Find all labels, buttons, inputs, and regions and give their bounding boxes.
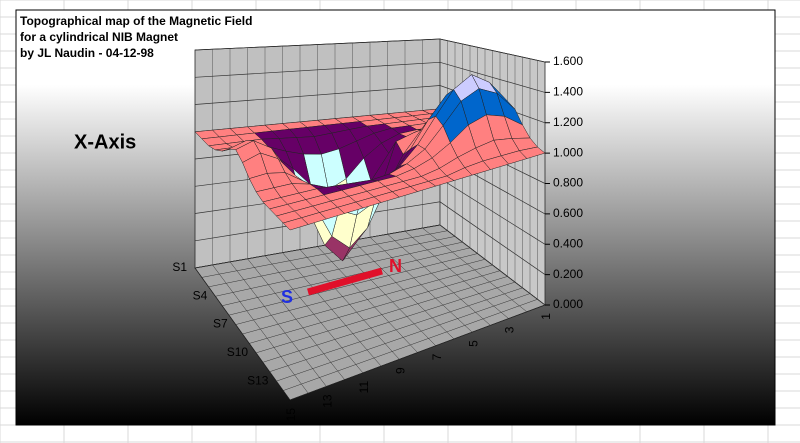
- column-label: 9: [393, 367, 407, 374]
- z-tick-label: 1.400: [553, 85, 583, 99]
- row-label: S10: [227, 345, 249, 359]
- z-tick-label: 0.800: [553, 176, 583, 190]
- row-label: S13: [247, 373, 269, 387]
- annotation: N: [389, 256, 402, 276]
- surface-patch: [282, 217, 309, 231]
- grid-line: [194, 224, 546, 306]
- annotation: S: [281, 287, 293, 307]
- floor-grid: [283, 299, 538, 391]
- floor-grid: [222, 247, 471, 306]
- row-label: S4: [193, 288, 208, 302]
- floor-grid: [215, 241, 463, 297]
- column-label: 5: [466, 340, 480, 347]
- chart-title: for a cylindrical NIB Magnet: [20, 30, 178, 44]
- z-tick-label: 0.000: [553, 297, 583, 311]
- column-label: 11: [357, 381, 371, 394]
- floor-grid: [242, 264, 493, 335]
- column-label: 3: [503, 326, 517, 333]
- row-label: S1: [172, 260, 187, 274]
- z-tick-label: 1.000: [553, 145, 583, 159]
- column-label: 13: [321, 394, 335, 408]
- grid-line: [194, 201, 546, 275]
- floor-grid: [289, 304, 546, 401]
- z-tick-label: 1.600: [553, 54, 583, 68]
- row-label: S7: [213, 317, 228, 331]
- floor-grid: [262, 281, 516, 363]
- column-label: 1: [539, 313, 553, 320]
- floor-grid: [201, 230, 448, 278]
- magnet-arrow: [307, 267, 383, 296]
- plot-area: 0.000 0.200 0.400 0.600 0.800 1.000 1.200 1.400…: [172, 38, 583, 422]
- annotation: X-Axis: [74, 131, 136, 153]
- floor-grid: [269, 287, 523, 372]
- z-tick-label: 0.200: [553, 267, 583, 281]
- z-tick-label: 0.600: [553, 206, 583, 220]
- floor-grid: [255, 276, 508, 354]
- z-tick-label: 1.200: [553, 115, 583, 129]
- z-tick-label: 0.400: [553, 236, 583, 250]
- chart-title: Topographical map of the Magnetic Field: [20, 14, 252, 28]
- floor-grid: [235, 259, 486, 325]
- floor-grid: [276, 293, 531, 382]
- chart-title: by JL Naudin - 04-12-98: [20, 46, 154, 60]
- floor-grid: [208, 236, 456, 288]
- column-label: 15: [284, 408, 298, 422]
- floor-grid: [249, 270, 501, 344]
- grid-line: [194, 61, 546, 93]
- grid-line: [194, 38, 546, 63]
- floor-grid: [228, 253, 478, 316]
- column-label: 7: [430, 353, 444, 360]
